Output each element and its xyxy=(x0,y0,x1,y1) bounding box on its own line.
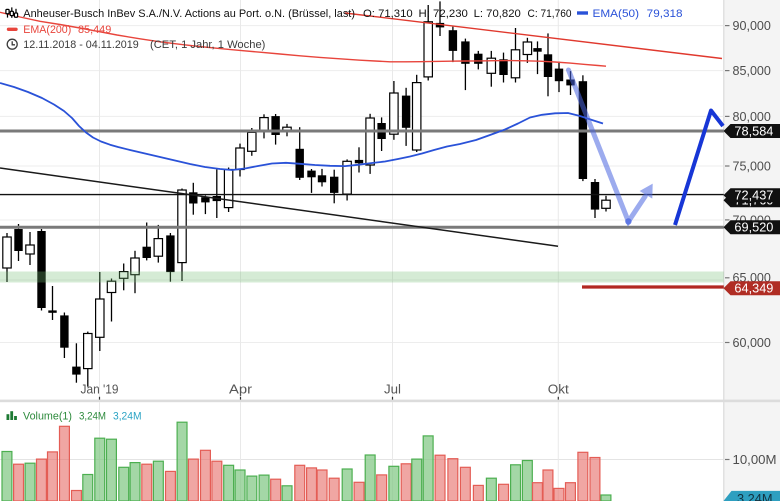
svg-text:72,437: 72,437 xyxy=(734,189,773,203)
svg-text:69,520: 69,520 xyxy=(734,221,773,235)
svg-text:60,000: 60,000 xyxy=(733,336,771,350)
svg-text:3,24M: 3,24M xyxy=(737,491,773,501)
svg-text:EMA(50)79,318: EMA(50) 79,318 xyxy=(593,8,683,20)
svg-text:64,349: 64,349 xyxy=(734,282,773,296)
svg-text:Okt: Okt xyxy=(548,382,570,396)
svg-text:Anheuser-Busch InBev S.A./N.V.: Anheuser-Busch InBev S.A./N.V. Actions a… xyxy=(23,8,571,20)
svg-text:Jan '19: Jan '19 xyxy=(81,382,119,396)
svg-text:90,000: 90,000 xyxy=(733,19,771,33)
svg-text:EMA(200)85,449: EMA(200) 85,449 xyxy=(23,24,111,36)
svg-text:78,584: 78,584 xyxy=(734,124,773,138)
svg-text:85,000: 85,000 xyxy=(733,64,771,78)
svg-text:Apr: Apr xyxy=(229,382,252,396)
svg-text:80,000: 80,000 xyxy=(733,110,771,124)
svg-text:10,00M: 10,00M xyxy=(733,453,777,467)
svg-text:75,000: 75,000 xyxy=(733,159,771,173)
svg-text:Jul: Jul xyxy=(384,382,401,396)
svg-text:12.11.2018 - 04.11.2019(CET, 1: 12.11.2018 - 04.11.2019 (CET, 1 Jahr, 1 W… xyxy=(23,39,265,51)
